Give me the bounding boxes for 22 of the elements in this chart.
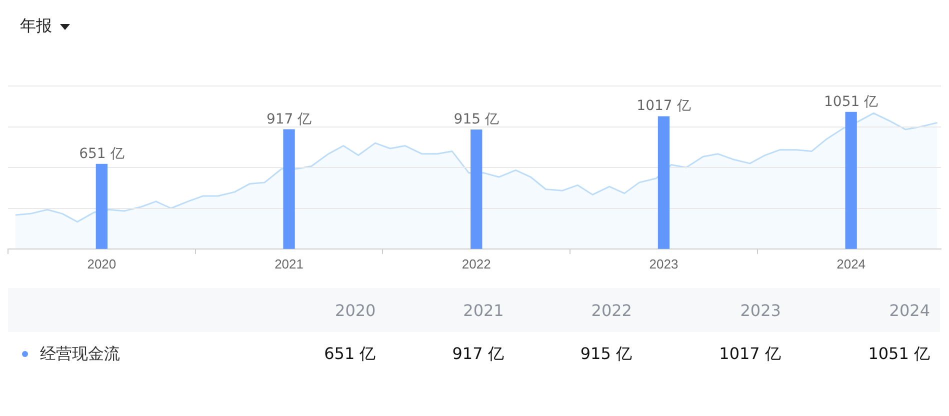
text: 1017 亿	[719, 344, 781, 362]
text: 915 亿	[580, 344, 632, 362]
x-tick-label: 2021	[274, 256, 304, 272]
legend-label: 经营现金流	[39, 342, 121, 364]
data-label: 651 亿	[79, 146, 124, 162]
x-tick-label: 2022	[462, 256, 491, 272]
text: 2023	[740, 300, 781, 320]
text: 2022	[591, 300, 632, 320]
text: 2021	[463, 300, 504, 320]
chart-title: 年报	[20, 16, 52, 37]
text: 651 亿	[324, 344, 376, 362]
text: 2024	[889, 300, 930, 320]
text: 2020	[335, 300, 376, 320]
x-tick-label: 2023	[649, 256, 678, 272]
x-tick-label: 2024	[836, 256, 866, 272]
data-label: 917 亿	[266, 111, 312, 128]
data-label: 915 亿	[454, 112, 499, 128]
data-label: 1051 亿	[824, 94, 878, 110]
text: 1051 亿	[868, 344, 930, 362]
data-label: 1017 亿	[636, 98, 691, 114]
text: 917 亿	[452, 344, 504, 362]
x-tick-label: 2020	[87, 256, 116, 272]
